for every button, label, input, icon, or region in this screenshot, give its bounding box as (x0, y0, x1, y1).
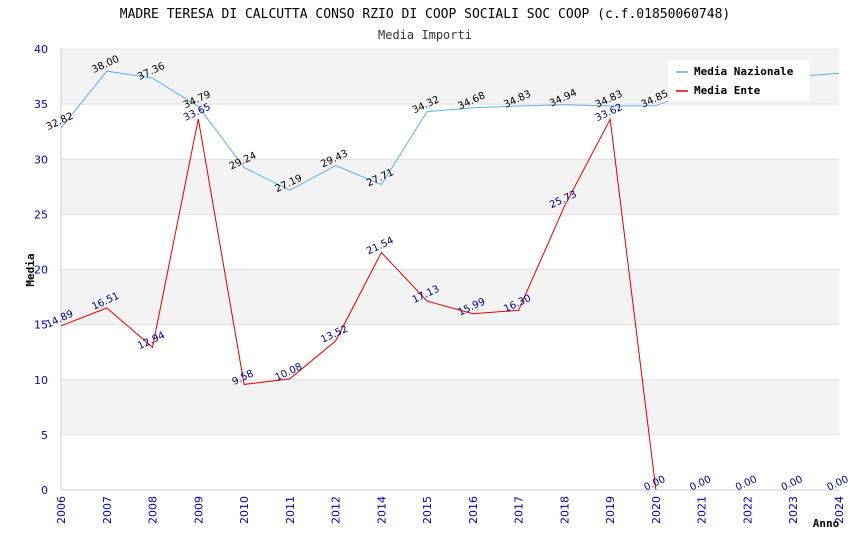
x-axis-label: Anno (813, 517, 840, 530)
grid-band (61, 379, 839, 435)
data-label: 0.00 (642, 474, 667, 493)
grid-band (61, 269, 839, 325)
chart-subtitle: Media Importi (378, 28, 472, 42)
series-line-media-ente (60, 117, 657, 491)
x-tick-label: 2021 (696, 496, 709, 524)
x-tick-label: 2018 (558, 496, 571, 524)
x-tick-label: 2020 (650, 496, 663, 524)
y-tick-label: 40 (34, 43, 48, 56)
data-label: 12.94 (136, 330, 167, 352)
legend: Media Nazionale Media Ente (668, 60, 810, 101)
data-label: 14.89 (45, 309, 76, 331)
x-tick-label: 2015 (421, 496, 434, 524)
y-tick-label: 20 (34, 264, 48, 277)
y-tick-label: 25 (34, 208, 48, 221)
x-tick-label: 2010 (238, 496, 251, 524)
chart-title: MADRE TERESA DI CALCUTTA CONSO RZIO DI C… (120, 7, 730, 22)
y-tick-label: 30 (34, 153, 48, 166)
x-tick-labels: 2006 2007 2008 2009 2010 2011 2012 2014 2015 2016… (55, 496, 846, 524)
x-tick-label: 2009 (192, 496, 205, 524)
x-tick-label: 2019 (604, 496, 617, 524)
x-tick-label: 2014 (375, 496, 388, 524)
data-label: 0.00 (688, 474, 713, 493)
y-axis-label: Media (24, 253, 37, 286)
y-tick-label: 5 (41, 429, 48, 442)
x-tick-label: 2022 (741, 496, 754, 524)
x-tick-label: 2008 (147, 496, 160, 524)
y-tick-label: 10 (34, 374, 48, 387)
x-tick-label: 2017 (513, 496, 526, 524)
legend-label-media-nazionale: Media Nazionale (694, 65, 794, 78)
x-tick-label: 2023 (787, 496, 800, 524)
y-tick-label: 35 (34, 98, 48, 111)
data-label: 0.00 (780, 474, 805, 493)
y-tick-label: 15 (34, 319, 48, 332)
y-tick-labels: 0 5 10 15 20 25 30 35 40 (34, 43, 48, 497)
data-label: 32.82 (45, 111, 76, 133)
grid-bands (61, 49, 839, 435)
x-tick-label: 2007 (101, 496, 114, 524)
x-tick-label: 2012 (330, 496, 343, 524)
data-label: 0.00 (734, 474, 759, 493)
legend-label-media-ente: Media Ente (694, 84, 761, 97)
y-tick-label: 0 (41, 484, 48, 497)
legend-box (668, 60, 810, 101)
x-tick-label: 2006 (55, 496, 68, 524)
data-label: 0.00 (826, 474, 850, 493)
axes (60, 49, 839, 491)
grid-band (61, 159, 839, 215)
x-tick-label: 2016 (467, 496, 480, 524)
x-tick-label: 2011 (284, 496, 297, 524)
x-tick-label: 2024 (833, 496, 846, 524)
